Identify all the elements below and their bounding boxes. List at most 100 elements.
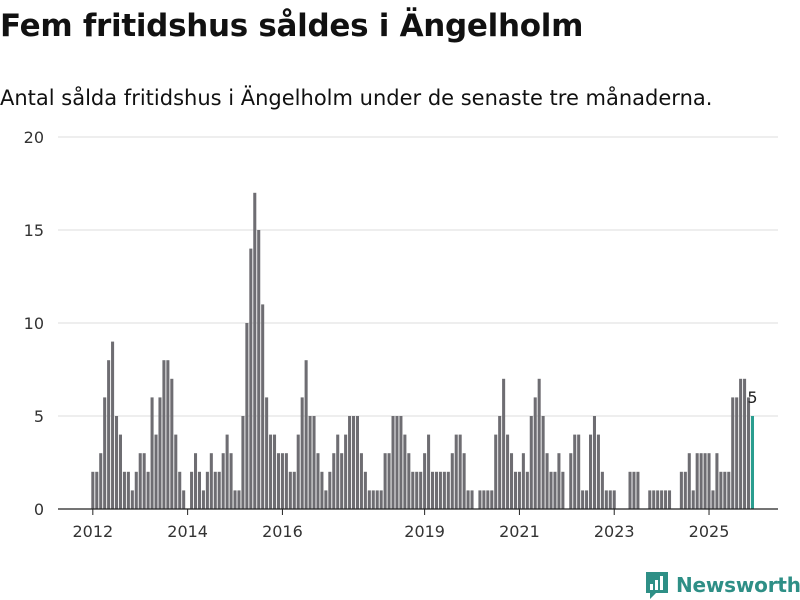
bar bbox=[154, 434, 158, 509]
bar bbox=[253, 192, 257, 510]
bar bbox=[178, 471, 182, 509]
y-tick-label: 0 bbox=[34, 500, 44, 519]
bar bbox=[201, 490, 205, 509]
y-tick-label: 10 bbox=[24, 314, 44, 333]
bar bbox=[355, 416, 359, 509]
bar bbox=[502, 378, 506, 509]
bar bbox=[107, 360, 111, 509]
bar bbox=[589, 434, 593, 509]
bar bbox=[115, 416, 119, 509]
bar bbox=[312, 416, 316, 509]
bar bbox=[434, 471, 438, 509]
bar bbox=[371, 490, 375, 509]
bar bbox=[399, 416, 403, 509]
bar bbox=[205, 471, 209, 509]
bar bbox=[118, 434, 122, 509]
bar bbox=[340, 453, 344, 509]
x-tick-label: 2019 bbox=[404, 522, 445, 541]
bar bbox=[411, 471, 415, 509]
x-tick-label: 2023 bbox=[594, 522, 635, 541]
bar bbox=[743, 378, 747, 509]
bar bbox=[553, 471, 557, 509]
bar bbox=[438, 471, 442, 509]
bar bbox=[703, 453, 707, 509]
bar bbox=[442, 471, 446, 509]
bar bbox=[403, 434, 407, 509]
bar bbox=[513, 471, 517, 509]
bar bbox=[592, 416, 596, 509]
bar bbox=[257, 230, 261, 509]
bar bbox=[162, 360, 166, 509]
y-axis-labels: 0 5 10 15 20 bbox=[24, 128, 44, 519]
bar bbox=[707, 453, 711, 509]
newsworthy-logo-icon bbox=[646, 572, 668, 599]
bar bbox=[632, 471, 636, 509]
x-tick-label: 2016 bbox=[262, 522, 303, 541]
bar bbox=[174, 434, 178, 509]
bar bbox=[221, 453, 225, 509]
chart-title: Fem fritidshus såldes i Ängelholm bbox=[0, 8, 584, 44]
bar bbox=[711, 490, 715, 509]
bar bbox=[608, 490, 612, 509]
bar bbox=[679, 471, 683, 509]
bar bbox=[482, 490, 486, 509]
bar bbox=[213, 471, 217, 509]
bar bbox=[103, 397, 107, 509]
bar bbox=[585, 490, 589, 509]
bar bbox=[265, 397, 269, 509]
bar bbox=[320, 471, 324, 509]
bar bbox=[521, 453, 525, 509]
bar bbox=[245, 323, 249, 509]
bar bbox=[194, 453, 198, 509]
bar bbox=[383, 453, 387, 509]
bar bbox=[138, 453, 142, 509]
bar bbox=[735, 397, 739, 509]
bar bbox=[683, 471, 687, 509]
bar bbox=[273, 434, 277, 509]
bar bbox=[407, 453, 411, 509]
bar bbox=[691, 490, 695, 509]
x-axis: 2012 2014 2016 2019 2021 2023 2025 bbox=[58, 508, 778, 541]
bar bbox=[727, 471, 731, 509]
bar bbox=[375, 490, 379, 509]
bar bbox=[486, 490, 490, 509]
bar bbox=[352, 416, 356, 509]
bar bbox=[332, 453, 336, 509]
bar bbox=[454, 434, 458, 509]
bar bbox=[91, 471, 95, 509]
bar bbox=[529, 416, 533, 509]
bar bbox=[660, 490, 664, 509]
bar bbox=[419, 471, 423, 509]
bar bbox=[363, 471, 367, 509]
bar bbox=[687, 453, 691, 509]
bar bbox=[316, 453, 320, 509]
bar bbox=[466, 490, 470, 509]
y-tick-label: 20 bbox=[24, 128, 44, 147]
bar bbox=[612, 490, 616, 509]
bar bbox=[731, 397, 735, 509]
bar bbox=[533, 397, 537, 509]
bar bbox=[569, 453, 573, 509]
bar bbox=[581, 490, 585, 509]
bars bbox=[91, 192, 754, 510]
bar bbox=[517, 471, 521, 509]
bar bbox=[490, 490, 494, 509]
bar bbox=[233, 490, 237, 509]
bar bbox=[561, 471, 565, 509]
bar bbox=[292, 471, 296, 509]
bar bbox=[276, 453, 280, 509]
bar bbox=[269, 434, 273, 509]
bar bbox=[126, 471, 130, 509]
bar bbox=[427, 434, 431, 509]
bar bbox=[600, 471, 604, 509]
bar bbox=[304, 360, 308, 509]
bar bbox=[557, 453, 561, 509]
x-tick-label: 2021 bbox=[499, 522, 540, 541]
bar bbox=[359, 453, 363, 509]
bar bbox=[296, 434, 300, 509]
bar bbox=[525, 471, 529, 509]
newsworthy-brand[interactable]: Newsworthy bbox=[644, 570, 800, 600]
bar bbox=[431, 471, 435, 509]
bar bbox=[395, 416, 399, 509]
bar bbox=[190, 471, 194, 509]
